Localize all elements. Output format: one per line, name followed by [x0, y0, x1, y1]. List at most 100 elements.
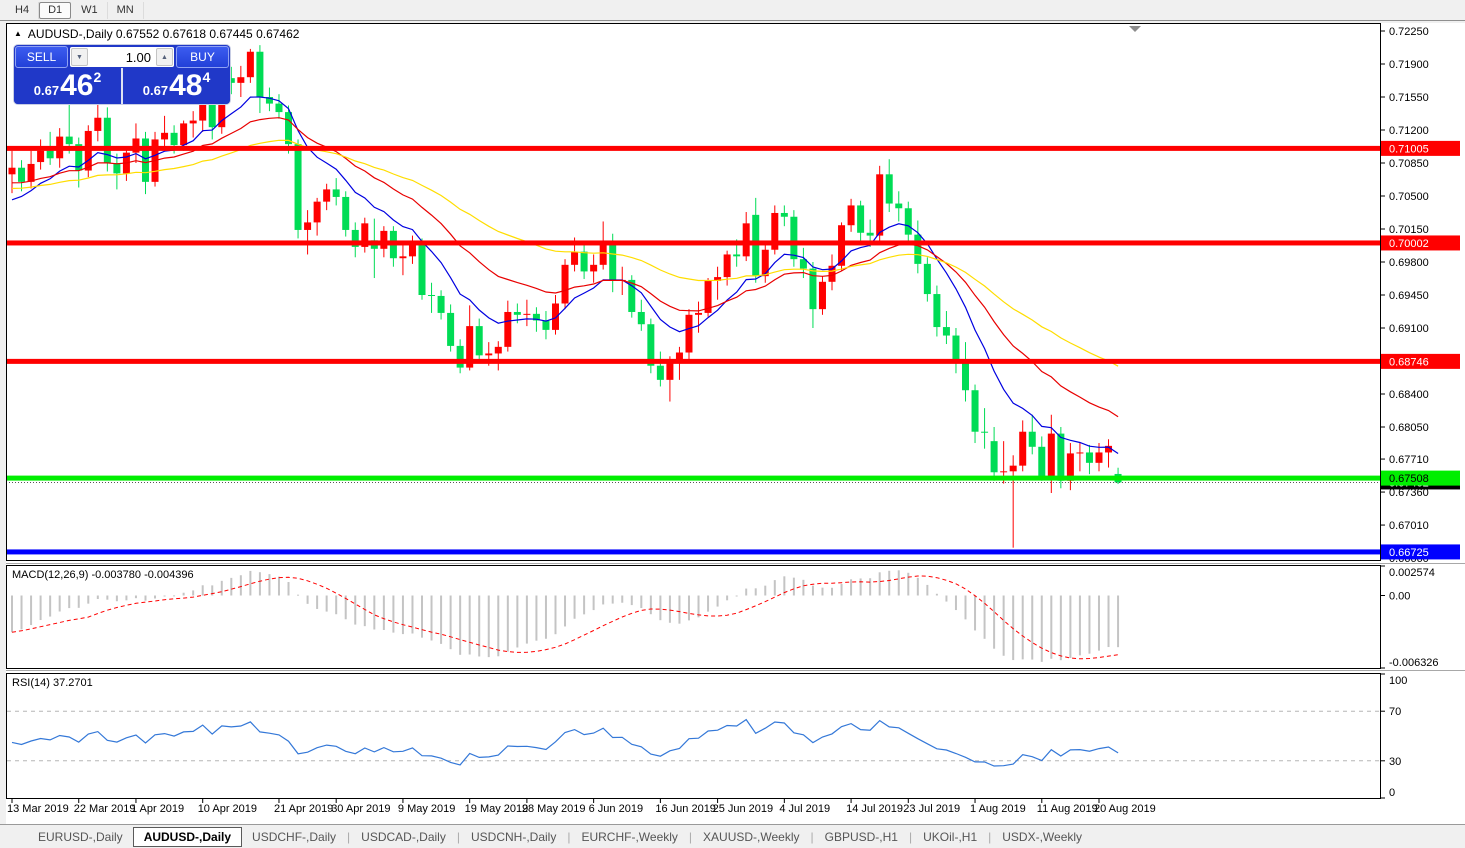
rsi-axis-label: 100: [1389, 675, 1407, 687]
svg-text:0.68400: 0.68400: [1389, 389, 1429, 401]
svg-text:23 Jul 2019: 23 Jul 2019: [903, 803, 960, 815]
hline-0.68746[interactable]: [6, 358, 1380, 364]
buy-price-big: 48: [169, 69, 203, 102]
svg-text:19 May 2019: 19 May 2019: [465, 803, 529, 815]
tab-usdcnh-daily[interactable]: USDCNH-,Daily: [470, 829, 557, 844]
svg-text:10 Apr 2019: 10 Apr 2019: [198, 803, 257, 815]
svg-text:0.66725: 0.66725: [1389, 547, 1429, 559]
timeframe-w1-button[interactable]: W1: [72, 1, 108, 19]
svg-text:28 May 2019: 28 May 2019: [522, 803, 586, 815]
chart-shift-icon[interactable]: [1129, 26, 1141, 32]
buy-price-prefix: 0.67: [142, 83, 169, 98]
macd-signal-line: [11, 575, 1119, 660]
svg-text:16 Jun 2019: 16 Jun 2019: [655, 803, 716, 815]
macd-pane-border: [6, 565, 1381, 669]
chart-tab-bar: EURUSD-,Daily AUDUSD-,Daily USDCHF-,Daily |…: [0, 824, 1465, 848]
svg-text:0.68050: 0.68050: [1389, 422, 1429, 434]
quote-divider: [121, 68, 123, 104]
tab-gbpusd-h1[interactable]: GBPUSD-,H1: [824, 829, 898, 844]
rsi-line: [11, 718, 1119, 767]
macd-axis-label: 0.00: [1389, 590, 1410, 602]
svg-text:0.67508: 0.67508: [1389, 473, 1429, 485]
tab-separator: |: [347, 829, 351, 844]
symbol-ohlc-label: AUDUSD-,Daily 0.67552 0.67618 0.67445 0.…: [27, 27, 300, 41]
tab-separator: |: [456, 829, 460, 844]
svg-text:0.71900: 0.71900: [1389, 59, 1429, 71]
svg-text:0.70150: 0.70150: [1389, 224, 1429, 236]
tab-separator: |: [567, 829, 571, 844]
svg-text:4 Jul 2019: 4 Jul 2019: [779, 803, 830, 815]
buy-button[interactable]: BUY: [176, 46, 229, 68]
ma-slow-line: [11, 139, 1119, 367]
price-axis: 0.72250 0.71900 0.71550 0.71200 0.70850 0.705…: [1380, 26, 1429, 565]
sell-button[interactable]: SELL: [15, 46, 68, 68]
svg-text:0.70500: 0.70500: [1389, 191, 1429, 203]
macd-axis-label: 0.002574: [1389, 567, 1435, 579]
rsi-label: RSI(14) 37.2701: [12, 677, 93, 689]
rsi-pane-border: [6, 673, 1381, 799]
timeframe-d1-button[interactable]: D1: [39, 1, 72, 19]
hline-label-0.66725: [1381, 544, 1460, 560]
hline-label-0.70002: [1381, 235, 1460, 251]
svg-text:0.67010: 0.67010: [1389, 520, 1429, 532]
svg-text:6 Jun 2019: 6 Jun 2019: [589, 803, 643, 815]
tab-separator: |: [688, 829, 693, 844]
svg-text:30 Apr 2019: 30 Apr 2019: [331, 803, 390, 815]
macd-histogram: [11, 570, 1120, 662]
hline-0.67508[interactable]: [6, 475, 1380, 481]
tab-xauusd-weekly[interactable]: XAUUSD-,Weekly: [703, 829, 800, 844]
svg-text:14 Jul 2019: 14 Jul 2019: [846, 803, 903, 815]
svg-text:0.72250: 0.72250: [1389, 26, 1429, 38]
svg-text:0.68746: 0.68746: [1389, 356, 1429, 368]
sell-quote[interactable]: 0.67 46 2: [14, 68, 121, 104]
chart-background: [6, 23, 1465, 824]
svg-text:20 Aug 2019: 20 Aug 2019: [1094, 803, 1156, 815]
svg-text:1 Apr 2019: 1 Apr 2019: [131, 803, 184, 815]
tab-separator: |: [908, 829, 913, 844]
svg-text:0.67360: 0.67360: [1389, 487, 1429, 499]
tab-separator: |: [810, 829, 814, 844]
main-pane-border: [6, 23, 1381, 561]
tab-eurusd-daily[interactable]: EURUSD-,Daily: [38, 829, 123, 844]
tab-eurchf-weekly[interactable]: EURCHF-,Weekly: [581, 829, 678, 844]
svg-text:0.71200: 0.71200: [1389, 125, 1429, 137]
tab-usdcad-daily[interactable]: USDCAD-,Daily: [361, 829, 446, 844]
svg-text:0.71005: 0.71005: [1389, 143, 1429, 155]
buy-quote[interactable]: 0.67 48 4: [123, 68, 230, 104]
tab-ukoil-h1[interactable]: UKOil-,H1: [923, 829, 978, 844]
timeframe-h4-button[interactable]: H4: [6, 1, 40, 19]
svg-text:0.71550: 0.71550: [1389, 92, 1429, 104]
svg-text:0.69450: 0.69450: [1389, 290, 1429, 302]
volume-box: ▼ ▲: [70, 47, 174, 67]
hline-0.66725[interactable]: [6, 549, 1380, 555]
hline-0.70002[interactable]: [6, 240, 1380, 246]
tab-audusd-daily[interactable]: AUDUSD-,Daily: [132, 826, 243, 847]
volume-increase-icon[interactable]: ▲: [156, 48, 173, 66]
hline-0.71005[interactable]: [6, 145, 1380, 151]
svg-text:0.67710: 0.67710: [1389, 454, 1429, 466]
hline-label-0.68746: [1381, 353, 1460, 369]
hline-label-0.71005: [1381, 140, 1460, 156]
svg-text:25 Jun 2019: 25 Jun 2019: [713, 803, 774, 815]
rsi-axis-label: 30: [1389, 756, 1401, 768]
tab-usdchf-daily[interactable]: USDCHF-,Daily: [252, 829, 337, 844]
sell-price-prefix: 0.67: [33, 83, 60, 98]
svg-text:0.69100: 0.69100: [1389, 323, 1429, 335]
timeframe-mn-button[interactable]: MN: [108, 1, 144, 19]
chart-title: ▲ AUDUSD-,Daily 0.67552 0.67618 0.67445 …: [14, 27, 299, 41]
svg-text:22 Mar 2019: 22 Mar 2019: [74, 803, 136, 815]
svg-text:21 Apr 2019: 21 Apr 2019: [274, 803, 333, 815]
svg-text:0.69800: 0.69800: [1389, 257, 1429, 269]
svg-text:1 Aug 2019: 1 Aug 2019: [970, 803, 1026, 815]
svg-text:13 Mar 2019: 13 Mar 2019: [7, 803, 69, 815]
rsi-axis-label: 0: [1389, 787, 1395, 799]
volume-input[interactable]: [88, 48, 156, 66]
one-click-collapse-icon[interactable]: ▲: [14, 29, 22, 38]
volume-decrease-icon[interactable]: ▼: [71, 48, 88, 66]
tab-usdx-weekly[interactable]: USDX-,Weekly: [1002, 829, 1083, 844]
tab-separator: |: [988, 829, 992, 844]
